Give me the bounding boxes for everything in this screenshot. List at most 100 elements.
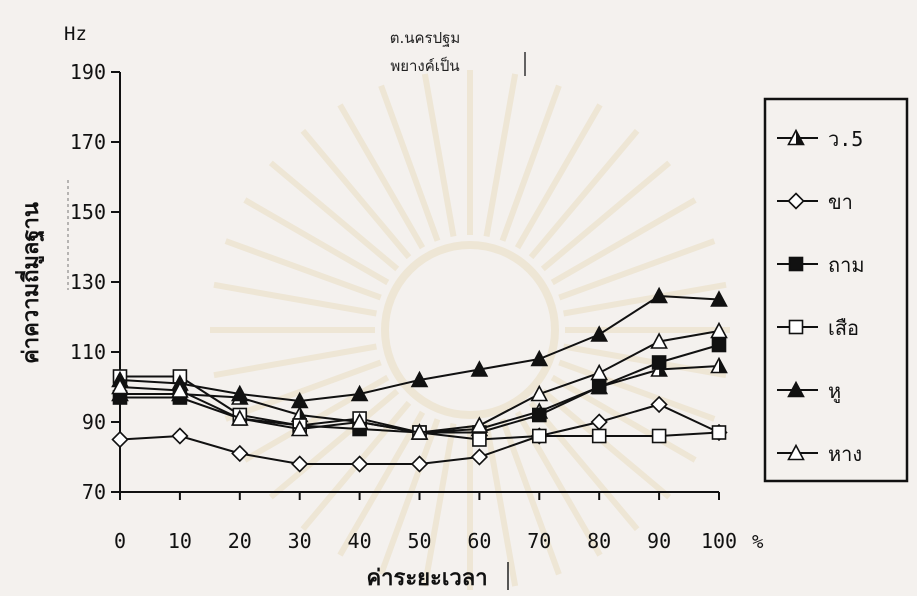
y-unit-label: Hz [64,23,87,45]
legend-label: ว.5 [828,127,863,151]
legend-item: ว.5 [777,127,863,151]
watermark-ray [483,73,519,237]
legend-label: เสือ [828,316,859,340]
data-point [350,412,369,430]
x-tick-label: 50 [407,529,431,553]
series-6 [111,321,728,440]
y-tick-label: 70 [82,480,106,504]
data-point [470,360,489,377]
watermark-ray [213,281,377,317]
legend-label: หาง [828,442,862,466]
watermark-ray [528,400,640,532]
watermark-ray [550,374,697,463]
legend-marker-fill [796,130,804,145]
watermark-ray [421,73,457,237]
legend-item: เสือ [777,316,859,340]
watermark-emblem [210,70,730,590]
watermark-ray [224,359,382,422]
y-tick-label: 170 [70,130,106,154]
x-tick-label: 80 [587,529,611,553]
data-point-fill [299,407,308,422]
data-point [290,419,309,437]
data-point [590,413,608,431]
watermark-ray [213,343,377,379]
data-point [531,428,547,444]
data-point [530,384,549,402]
x-tick-label: 90 [647,529,671,553]
data-point [410,370,429,388]
watermark-ray [540,160,672,272]
data-point [590,325,609,342]
x-tick-label: 20 [228,529,252,553]
data-point [711,337,727,353]
watermark-ray [540,388,672,500]
watermark-ray [268,388,400,500]
chart-title: ต.นครปฐม [390,29,461,47]
data-point [230,409,249,426]
data-point [231,444,249,463]
y-tick-label: 190 [70,60,106,84]
legend-marker [787,380,805,398]
data-point [651,428,667,444]
chart-subtitle: พยางค์เป็น [390,56,459,75]
legend-item: หาง [777,442,862,466]
data-point [711,425,727,440]
legend-marker [788,319,804,335]
watermark-ray [514,103,603,250]
data-point [710,290,728,307]
legend-marker [787,443,805,461]
ticks: 70 90 110 130 150 170 190 0 10 20 30 40 50 60 70 80 90 10… [70,60,737,553]
legend-label: ถาม [828,253,865,277]
data-point-fill [719,358,727,373]
legend-box [763,97,909,483]
legend-item: หู [777,379,841,404]
series-layer [111,286,728,473]
watermark-ray [300,128,412,260]
data-point [591,379,607,395]
series-5 [111,286,728,409]
watermark-ray [558,359,716,422]
watermark-ray [563,281,727,317]
watermark-ray [483,423,519,587]
x-tick-label: 100 [701,529,737,553]
y-tick-label: 130 [70,270,106,294]
y-axis-label: ค่าความถี่มูลฐาน [14,202,45,364]
legend-item: ถาม [777,253,865,277]
watermark-ray [268,160,400,272]
watermark-ray [243,197,390,286]
data-point [291,455,309,473]
data-point [171,427,189,445]
data-point [590,363,609,381]
x-axis-label: ค่าระยะเวลา [366,566,487,591]
data-point [470,448,489,466]
watermark-ray [337,410,426,557]
data-point [531,407,547,423]
data-point [111,430,129,449]
data-point [470,416,489,433]
watermark-ray [378,418,441,576]
data-point [651,355,667,370]
y-tick-label: 150 [70,200,106,224]
data-point [710,321,728,339]
data-point [650,286,668,304]
data-point [530,349,549,367]
data-point [350,384,369,402]
watermark-ray [528,128,640,260]
x-tick-label: 0 [114,529,126,553]
x-tick-label: 10 [168,529,192,553]
x-tick-label: 60 [467,529,491,553]
x-tick-label: 40 [348,529,372,553]
watermark-ray [499,84,562,242]
x-unit-label: % [752,531,764,553]
y-tick-label: 90 [82,410,106,434]
watermark-ray [421,423,457,587]
legend-item: ขา [777,190,853,214]
data-point [290,391,309,409]
data-point [650,332,668,349]
data-point [410,423,429,440]
legend-label: ขา [828,190,853,214]
legend-marker [788,256,804,272]
